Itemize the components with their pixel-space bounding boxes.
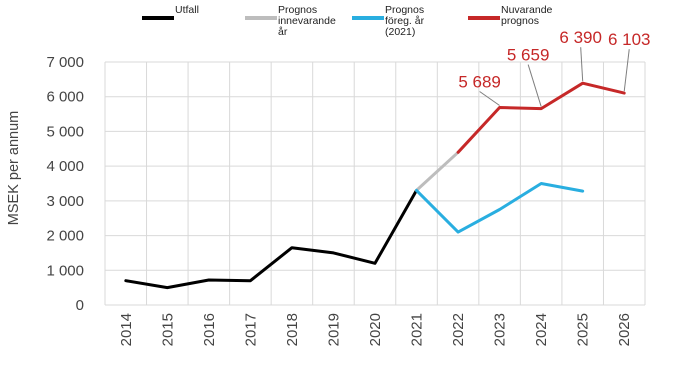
y-tick-label: 3 000 <box>46 193 84 210</box>
y-tick-label: 5 000 <box>46 123 84 140</box>
legend-label: Utfall <box>175 4 199 16</box>
legend-label: prognos <box>501 15 539 27</box>
legend-label: år <box>278 26 288 38</box>
gridlines <box>105 62 645 305</box>
data-label: 6 103 <box>608 30 651 49</box>
y-axis-title: MSEK per annum <box>6 111 22 225</box>
annotations: 5 689 5 659 6 390 6 103 <box>458 28 650 106</box>
y-tick-label: 0 <box>76 297 84 314</box>
x-tick-label: 2023 <box>492 313 509 346</box>
x-axis: 2014 2015 2016 2017 2018 2019 2020 2021 2022 2023… <box>118 313 633 346</box>
x-tick-label: 2024 <box>533 313 550 346</box>
x-tick-label: 2014 <box>118 313 135 346</box>
series-line-3 <box>417 184 583 233</box>
x-tick-label: 2021 <box>409 313 426 346</box>
x-tick-label: 2017 <box>242 313 259 346</box>
x-tick-label: 2018 <box>284 313 301 346</box>
data-label: 5 659 <box>507 46 550 65</box>
x-tick-label: 2025 <box>575 313 592 346</box>
y-tick-label: 7 000 <box>46 54 84 71</box>
annotation-leader <box>624 49 629 91</box>
x-tick-label: 2026 <box>616 313 633 346</box>
annotation-leader <box>581 47 583 81</box>
data-label: 5 689 <box>458 73 501 92</box>
x-tick-label: 2015 <box>159 313 176 346</box>
x-tick-label: 2022 <box>450 313 467 346</box>
y-tick-label: 4 000 <box>46 158 84 175</box>
legend-label: (2021) <box>385 26 415 38</box>
annotation-leader <box>528 65 541 107</box>
y-tick-label: 1 000 <box>46 262 84 279</box>
y-tick-label: 2 000 <box>46 228 84 245</box>
data-label: 6 390 <box>559 28 602 47</box>
x-tick-label: 2016 <box>201 313 218 346</box>
annotation-leader <box>480 92 500 106</box>
y-tick-label: 6 000 <box>46 89 84 106</box>
x-tick-label: 2020 <box>367 313 384 346</box>
y-axis: 0 1 000 2 000 3 000 4 000 5 000 6 000 7 000 <box>46 54 84 314</box>
x-tick-label: 2019 <box>325 313 342 346</box>
series-layer <box>126 83 624 287</box>
